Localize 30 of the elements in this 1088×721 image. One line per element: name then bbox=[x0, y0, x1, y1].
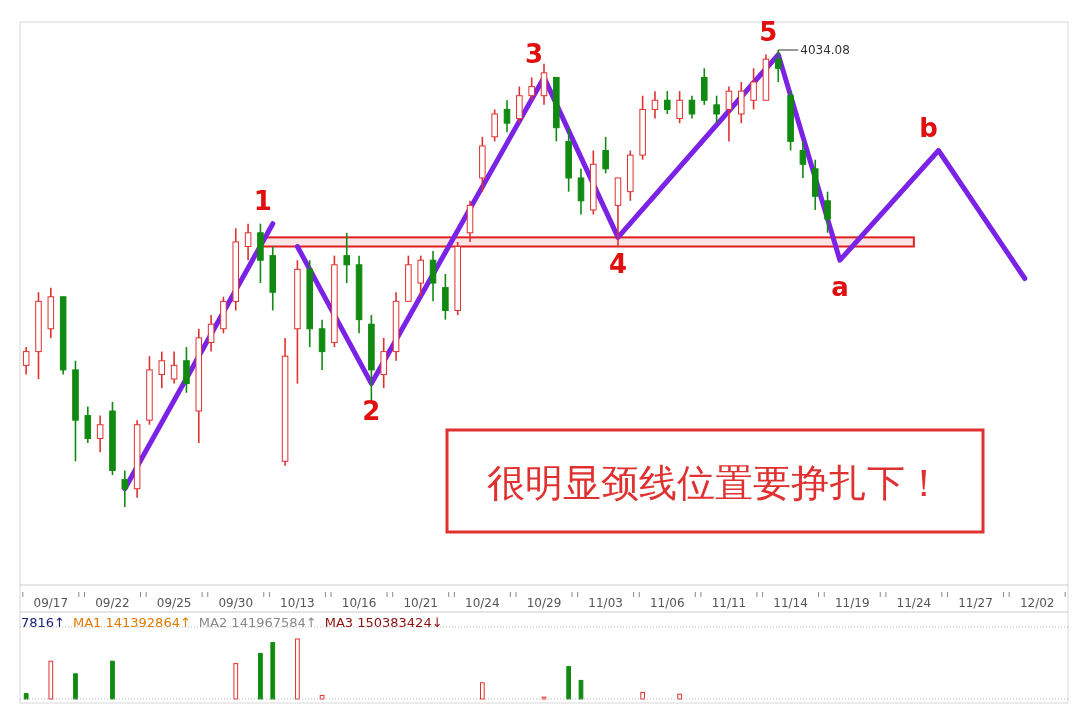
legend-text: MA2 141967584↑ bbox=[198, 615, 317, 630]
wave-label: 3 bbox=[524, 39, 544, 70]
x-tick-label: 10/24 bbox=[465, 596, 500, 610]
x-tick-label: 09/17 bbox=[33, 596, 69, 610]
wave-label: 4 bbox=[608, 249, 627, 280]
wave-label: 5 bbox=[759, 16, 778, 47]
wave-label: 2 bbox=[362, 395, 381, 426]
x-tick-label: 12/02 bbox=[1019, 596, 1055, 610]
x-tick-label: 11/27 bbox=[958, 596, 993, 610]
x-tick-label: 11/11 bbox=[711, 596, 747, 610]
annotation: 很明显颈线位置要挣扎下！ bbox=[487, 461, 943, 505]
x-tick-label: 11/24 bbox=[896, 596, 932, 610]
x-tick-label: 09/30 bbox=[218, 596, 254, 610]
x-tick-label: 11/06 bbox=[650, 596, 685, 610]
legend-text: MA1 141392864↑ bbox=[73, 615, 191, 630]
x-tick-label: 11/19 bbox=[834, 596, 870, 610]
x-tick-label: 11/14 bbox=[773, 596, 808, 610]
x-tick-label: 09/25 bbox=[156, 596, 192, 610]
x-tick-label: 09/22 bbox=[95, 596, 130, 610]
x-tick-label: 10/29 bbox=[526, 596, 562, 610]
wave-label: b bbox=[919, 112, 938, 143]
x-tick-label: 10/16 bbox=[341, 596, 377, 610]
wave-label: a bbox=[831, 272, 849, 303]
legend-text: MA3 150383424↓ bbox=[324, 615, 443, 630]
annotation: 4034.08 bbox=[800, 43, 850, 57]
x-tick-label: 10/21 bbox=[403, 596, 438, 610]
wave-label: 1 bbox=[253, 185, 272, 216]
x-tick-label: 11/03 bbox=[588, 596, 623, 610]
legend-text: 7816↑ bbox=[21, 615, 65, 630]
x-tick-label: 10/13 bbox=[280, 596, 315, 610]
